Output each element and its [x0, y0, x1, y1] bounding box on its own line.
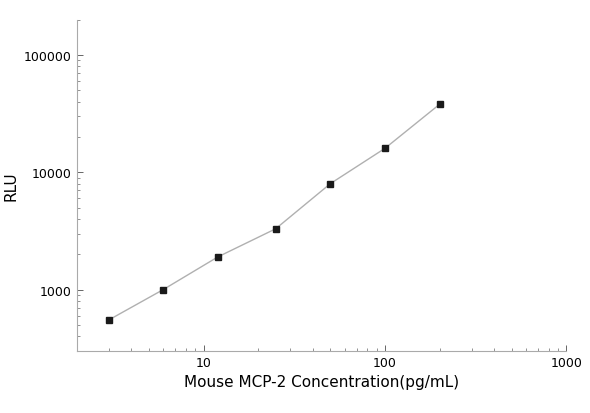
X-axis label: Mouse MCP-2 Concentration(pg/mL): Mouse MCP-2 Concentration(pg/mL) [184, 375, 459, 389]
Y-axis label: RLU: RLU [4, 171, 18, 201]
